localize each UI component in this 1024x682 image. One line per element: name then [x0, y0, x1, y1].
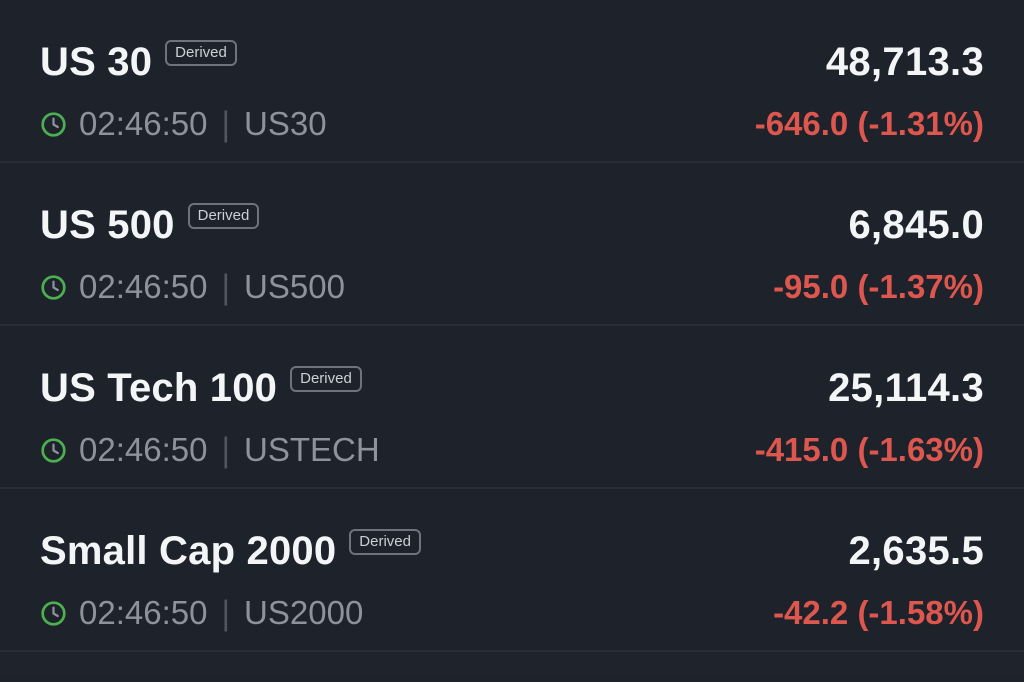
- quote-symbol: US500: [244, 268, 345, 305]
- quote-title-line: US 500 Derived: [40, 199, 345, 251]
- quote-meta-line: 02:46:50 | US500: [40, 267, 345, 307]
- quote-time: 02:46:50: [79, 431, 208, 468]
- quote-values: 6,845.0 -95.0 (-1.37%): [773, 163, 984, 324]
- quote-meta-line: 02:46:50 | US30: [40, 104, 327, 144]
- clock-icon: [40, 600, 67, 627]
- quote-info: US 500 Derived 02:46:50 | US500: [40, 163, 345, 324]
- quote-price: 48,713.3: [825, 40, 984, 84]
- clock-icon: [40, 437, 67, 464]
- clock-icon: [40, 111, 67, 138]
- quote-change: -42.2 (-1.58%): [773, 594, 984, 631]
- instrument-name: US 500: [40, 203, 175, 247]
- instrument-name: US Tech 100: [40, 366, 278, 410]
- quote-title-line: US 30 Derived: [40, 36, 327, 88]
- quote-title-line: Small Cap 2000 Derived: [40, 525, 421, 577]
- quote-symbol: US30: [244, 105, 327, 142]
- quote-meta-line: 02:46:50 | USTECH: [40, 430, 380, 470]
- separator-pipe: |: [221, 104, 231, 143]
- quote-time: 02:46:50: [79, 105, 208, 142]
- quote-row-us2000[interactable]: Small Cap 2000 Derived 02:46:50 | US2000…: [0, 489, 1024, 652]
- quote-symbol: US2000: [244, 594, 364, 631]
- quote-symbol: USTECH: [244, 431, 380, 468]
- derived-badge: Derived: [290, 366, 362, 392]
- quote-info: Small Cap 2000 Derived 02:46:50 | US2000: [40, 489, 421, 650]
- quote-title-line: US Tech 100 Derived: [40, 362, 380, 414]
- derived-badge: Derived: [187, 203, 260, 229]
- quote-info: US 30 Derived 02:46:50 | US30: [40, 0, 327, 161]
- quote-change: -646.0 (-1.31%): [754, 105, 984, 142]
- quote-meta-line: 02:46:50 | US2000: [40, 593, 421, 633]
- instrument-name: Small Cap 2000: [40, 529, 337, 573]
- quote-values: 2,635.5 -42.2 (-1.58%): [773, 489, 984, 650]
- quote-price: 2,635.5: [848, 529, 984, 573]
- quote-change: -95.0 (-1.37%): [773, 268, 984, 305]
- quote-price: 25,114.3: [828, 366, 984, 410]
- derived-badge: Derived: [165, 40, 237, 66]
- quote-row-us500[interactable]: US 500 Derived 02:46:50 | US500 6,845.0 …: [0, 163, 1024, 326]
- clock-icon: [40, 274, 67, 301]
- separator-pipe: |: [221, 267, 231, 306]
- derived-badge: Derived: [349, 529, 421, 555]
- quote-row-ustech[interactable]: US Tech 100 Derived 02:46:50 | USTECH 25…: [0, 326, 1024, 489]
- next-row-partial: [0, 652, 1024, 674]
- quote-price: 6,845.0: [848, 203, 984, 247]
- quote-change: -415.0 (-1.63%): [754, 431, 984, 468]
- separator-pipe: |: [221, 593, 231, 632]
- instrument-name: US 30: [40, 40, 153, 84]
- quote-values: 25,114.3 -415.0 (-1.63%): [755, 326, 984, 487]
- quote-time: 02:46:50: [79, 594, 208, 631]
- separator-pipe: |: [221, 430, 231, 469]
- quote-values: 48,713.3 -646.0 (-1.31%): [755, 0, 984, 161]
- quote-time: 02:46:50: [79, 268, 208, 305]
- quote-info: US Tech 100 Derived 02:46:50 | USTECH: [40, 326, 380, 487]
- quote-row-us30[interactable]: US 30 Derived 02:46:50 | US30 48,713.3 -…: [0, 0, 1024, 163]
